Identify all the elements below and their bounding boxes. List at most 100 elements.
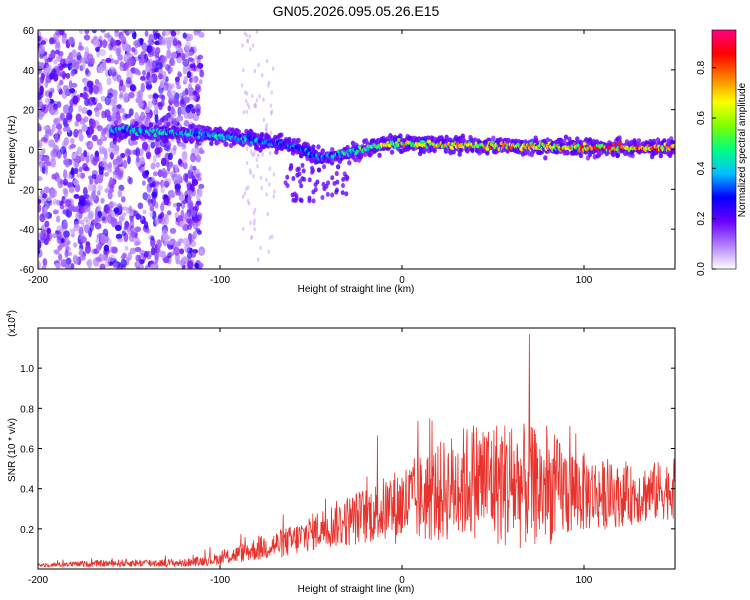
spectrogram-noise-dot xyxy=(137,102,144,108)
spectrogram-noise-dot xyxy=(38,260,41,269)
spectrogram-noise-dot xyxy=(187,111,194,120)
spectrogram-noise-dot xyxy=(63,230,70,238)
spectrogram-noise-dot xyxy=(164,37,172,46)
spectrogram-noise-dot xyxy=(136,261,141,268)
spectrogram-noise-dot xyxy=(84,245,91,254)
spectrogram-noise-dot xyxy=(184,41,192,52)
spectrogram-noise-dot xyxy=(132,140,138,145)
spectrogram-noise-dot xyxy=(310,165,315,171)
spectrogram-noise-dot xyxy=(98,166,104,176)
spectrogram-noise-dot xyxy=(101,130,107,137)
spectrogram-noise-dot xyxy=(91,134,98,142)
spectrogram-noise-dot xyxy=(181,256,189,262)
spectrogram-noise-dot xyxy=(188,234,195,243)
spectrogram-noise-dot xyxy=(195,200,202,206)
snr-plot-area xyxy=(38,328,675,569)
spectrogram-noise-dot xyxy=(168,161,174,169)
spectrogram-noise-dot xyxy=(132,210,139,217)
spectrogram-noise-dot xyxy=(177,70,182,79)
spectrogram-ridge-core xyxy=(485,146,490,151)
spectrogram-noise-dot xyxy=(75,212,82,220)
spectrogram-noise-dot xyxy=(196,214,202,222)
spectrogram-noise-dot xyxy=(135,254,141,262)
spectrogram-noise-dot xyxy=(273,189,276,194)
spectrogram-noise-dot xyxy=(77,219,85,225)
spectrogram-noise-dot xyxy=(38,30,42,37)
spectrogram-noise-dot xyxy=(59,146,67,155)
spectrogram-noise-dot xyxy=(150,247,156,256)
spectrogram-noise-dot xyxy=(108,68,113,76)
spectrogram-noise-dot xyxy=(84,98,90,107)
spectrogram-noise-dot xyxy=(320,194,325,200)
spectrogram-noise-dot xyxy=(61,35,68,44)
spectrogram-ridge-halo xyxy=(119,135,124,141)
spectrogram-noise-dot xyxy=(268,166,272,171)
spectrogram-ridge-halo xyxy=(316,144,321,150)
spectrogram-noise-dot xyxy=(155,161,160,168)
spectrogram-noise-dot xyxy=(107,161,113,169)
spectrogram-noise-dot xyxy=(82,186,88,196)
snr-x-tick-label: -200 xyxy=(28,575,48,586)
spectrogram-noise-dot xyxy=(54,49,60,55)
spectrogram-noise-dot xyxy=(157,213,163,220)
spectrogram-noise-dot xyxy=(56,199,61,206)
spectrogram-noise-dot xyxy=(154,201,159,209)
snr-series-line xyxy=(38,334,675,569)
spectrogram-noise-dot xyxy=(118,82,123,92)
spectrogram-noise-dot xyxy=(83,34,91,41)
spectrogram-noise-dot xyxy=(38,69,43,75)
spectrogram-noise-dot xyxy=(256,257,260,262)
spectrogram-noise-dot xyxy=(119,64,125,72)
spectrogram-noise-dot xyxy=(107,191,113,200)
spectrogram-noise-dot xyxy=(334,187,339,193)
spectrogram-noise-dot xyxy=(59,203,65,210)
spectrogram-noise-dot xyxy=(149,205,155,212)
spectrogram-noise-dot xyxy=(179,248,185,255)
spectrogram-noise-dot xyxy=(38,161,45,169)
spectrogram-noise-dot xyxy=(298,179,303,185)
spectrogram-noise-dot xyxy=(82,163,89,172)
spectrogram-noise-dot xyxy=(72,95,79,105)
snr-marks xyxy=(38,334,675,569)
spectrogram-noise-dot xyxy=(142,69,146,76)
spectrogram-ridge-halo xyxy=(305,155,310,162)
spectrogram-noise-dot xyxy=(258,94,261,99)
spectrogram-noise-dot xyxy=(134,246,142,253)
spectrogram-noise-dot xyxy=(95,243,103,250)
colorbar-tick-label: 0.4 xyxy=(696,161,707,175)
spectrogram-noise-dot xyxy=(173,246,180,256)
spectrogram-noise-dot xyxy=(267,249,270,254)
spectrogram-noise-dot xyxy=(70,232,75,238)
spectrogram-noise-dot xyxy=(268,235,272,241)
spectrogram-noise-dot xyxy=(119,91,124,98)
spectrogram-ridge-halo xyxy=(347,160,352,166)
spectrogram-noise-dot xyxy=(141,180,146,186)
spectrogram-noise-dot xyxy=(97,210,103,218)
spectrogram-noise-dot xyxy=(172,144,177,152)
spectrogram-ridge-halo xyxy=(443,148,449,154)
spectrogram-noise-dot xyxy=(152,171,158,177)
colorbar-ticks: 0.0 0.2 0.4 0.6 0.8 xyxy=(696,60,716,276)
spectrogram-noise-dot xyxy=(250,234,253,240)
spectrogram-noise-dot xyxy=(255,97,259,103)
spectrogram-noise-dot xyxy=(76,51,82,61)
spectrogram-noise-dot xyxy=(322,164,327,170)
spectrogram-noise-dot xyxy=(291,175,296,181)
spectrogram-noise-dot xyxy=(101,216,106,222)
spectrogram-noise-dot xyxy=(56,82,61,93)
spectrogram-noise-dot xyxy=(98,84,103,95)
spectrogram-ridge-halo xyxy=(662,138,667,144)
spectrogram-noise-dot xyxy=(111,89,118,96)
snr-y-tick-label: 1.0 xyxy=(20,364,34,375)
spectrogram-noise-dot xyxy=(192,90,198,96)
spectrogram-noise-dot xyxy=(71,153,77,159)
spectrogram-noise-dot xyxy=(85,154,90,164)
spectrogram-noise-dot xyxy=(182,154,188,165)
spectrogram-noise-dot xyxy=(86,53,94,62)
spectrogram-noise-dot xyxy=(245,33,248,38)
spectrogram-noise-dot xyxy=(100,197,105,204)
spectrogram-noise-dot xyxy=(121,230,126,237)
spectrogram-noise-dot xyxy=(294,195,299,201)
spectrogram-noise-dot xyxy=(86,109,93,116)
spectrogram-panel: -200 -100 0 100 60 40 20 0 -20 -40 -60 Height of … xyxy=(7,26,676,295)
